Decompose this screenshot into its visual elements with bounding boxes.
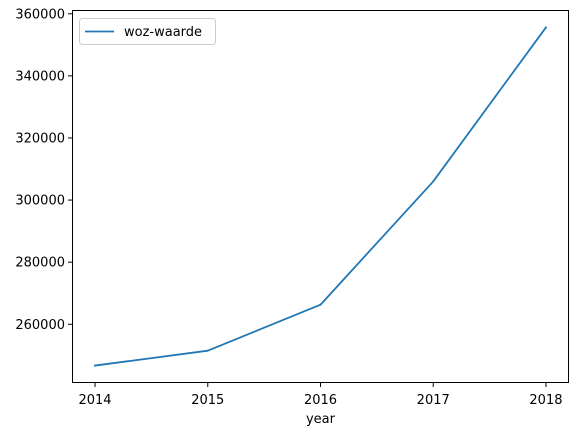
data-point: [206, 349, 209, 352]
y-tick-label: 320000: [15, 131, 65, 146]
legend-label-woz-waarde: woz-waarde: [124, 25, 202, 40]
y-tick-label: 300000: [15, 194, 65, 209]
data-point: [432, 180, 435, 183]
legend: woz-waarde: [79, 18, 216, 45]
x-tick-label: 2015: [191, 393, 224, 408]
data-point: [319, 303, 322, 306]
y-tick-label: 280000: [15, 256, 65, 271]
x-tick-label: 2016: [304, 393, 337, 408]
series-layer: [94, 26, 548, 367]
plot-frame: [72, 10, 569, 383]
axis-ticks: 2014 2015 2016 2017 2018 260000 280000 300000 32…: [15, 7, 562, 408]
data-point: [94, 364, 96, 367]
x-tick-label: 2018: [529, 393, 562, 408]
x-axis-label: year: [306, 412, 336, 427]
y-tick-label: 360000: [15, 7, 65, 22]
x-tick-label: 2017: [417, 393, 450, 408]
x-tick-label: 2014: [78, 393, 111, 408]
data-point: [545, 26, 547, 29]
y-tick-label: 260000: [15, 318, 65, 333]
legend-box: [79, 18, 216, 45]
y-tick-label: 340000: [15, 69, 65, 84]
